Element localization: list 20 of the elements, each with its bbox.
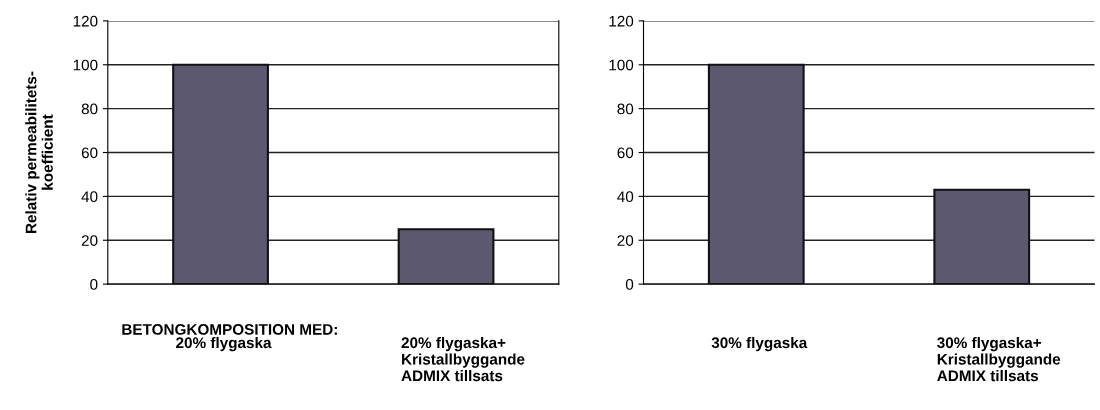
x-tick-label: 30% flygaska: [711, 336, 808, 352]
y-tick-label: 80: [617, 103, 634, 115]
y-tick-label: 80: [81, 103, 98, 115]
x-tick-label: 20% flygaska: [176, 336, 272, 352]
y-tick-label: 120: [73, 15, 98, 27]
text: BETONGKOMPOSITION MED:: [122, 324, 337, 335]
y-tick-label: 40: [617, 191, 634, 203]
y-tick-label: 100: [609, 59, 634, 71]
x-tick-label: 20% flygaska+ Kristallbyggande ADMIX tillsats: [401, 336, 525, 382]
y-tick-label: 40: [81, 191, 98, 203]
x-tick-label: 30% flygaska+ Kristallbyggande ADMIX tillsats: [937, 336, 1061, 382]
y-tick-label: 20: [81, 235, 98, 246]
y-tick-label: 100: [73, 59, 98, 71]
y-tick-label: 0: [90, 279, 98, 290]
y-tick-label: 60: [617, 147, 634, 159]
y-tick-label: 0: [625, 279, 634, 290]
y-tick-label: 20: [617, 235, 634, 246]
y-axis-title: Relativ permeabilitets- koefficient: [25, 71, 53, 233]
y-tick-label: 120: [609, 15, 634, 27]
y-tick-label: 60: [81, 147, 98, 159]
